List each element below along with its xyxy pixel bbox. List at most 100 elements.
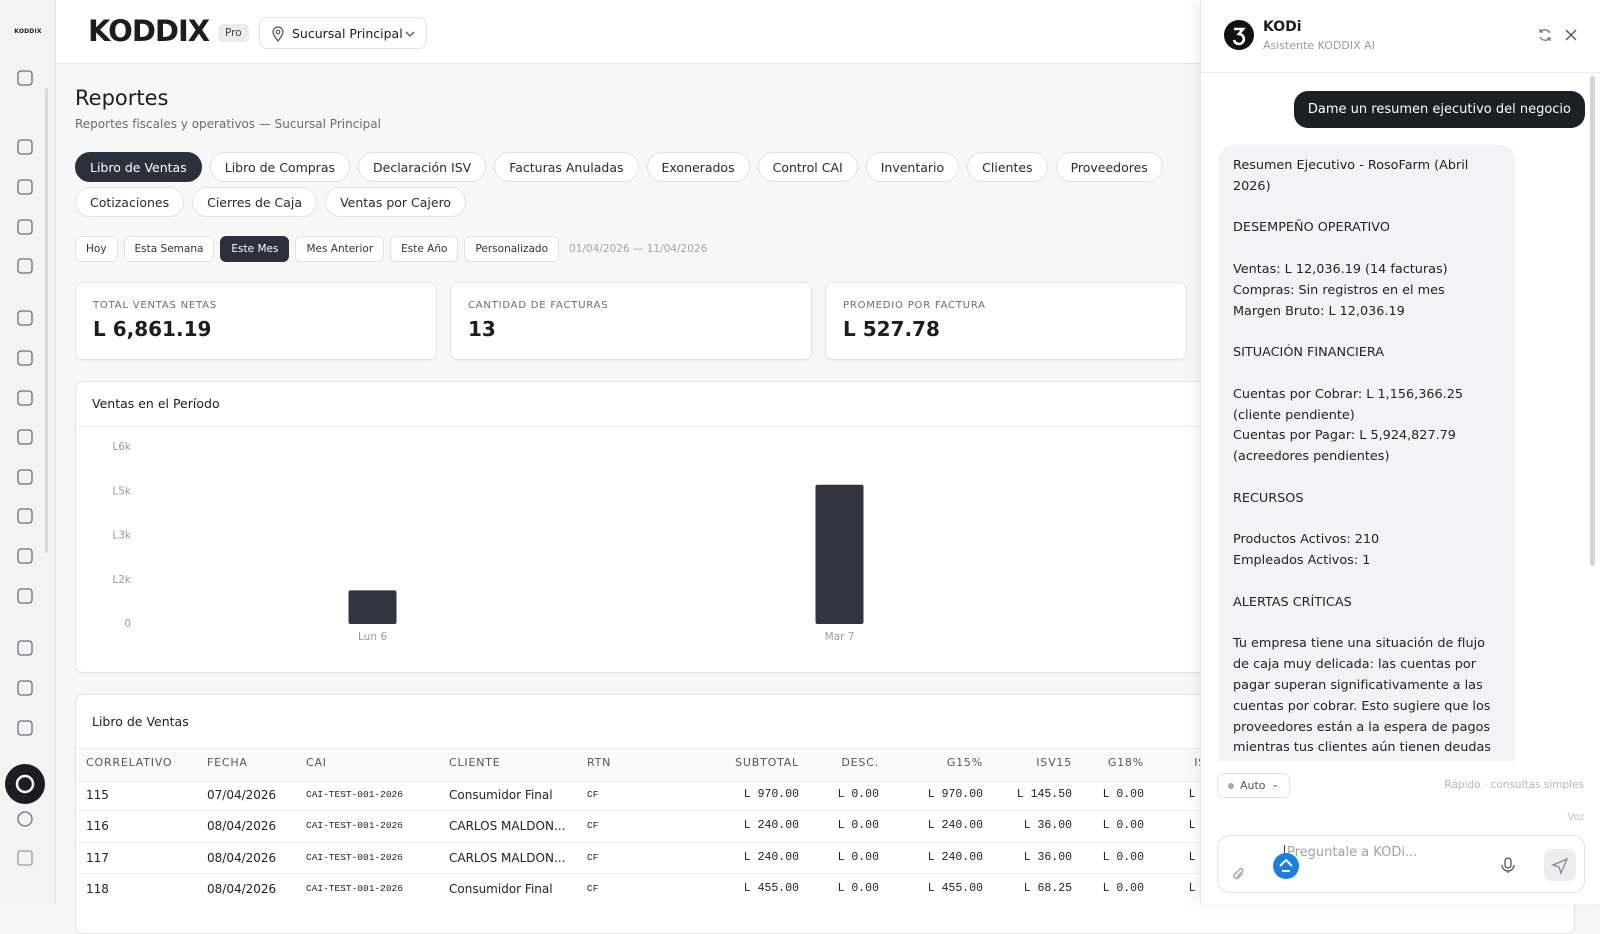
input-placeholder: Preguntale a KODi... [1284, 845, 1417, 860]
table-cell: CARLOS MALDON... [449, 819, 566, 834]
nav-icon[interactable] [17, 219, 33, 235]
kpi-value: 13 [468, 317, 496, 341]
messages: Dame un resumen ejecutivo del negocio Re… [1201, 73, 1593, 761]
report-tab[interactable]: Clientes [967, 152, 1048, 182]
close-button[interactable] [1563, 27, 1579, 43]
nav-icon[interactable] [17, 429, 33, 445]
period-chip[interactable]: Este Mes [220, 236, 290, 262]
report-tab[interactable]: Proveedores [1055, 152, 1163, 182]
chevron: ⌄ [1271, 780, 1280, 790]
pin-icon [272, 26, 284, 42]
column-header: RTN [587, 756, 612, 769]
assistant-message: Resumen Ejecutivo - RosoFarm (Abril 2026… [1219, 145, 1515, 761]
period-chip[interactable]: Esta Semana [123, 236, 215, 262]
table-cell: L 0.00 [837, 819, 879, 833]
table-cell: L 240.00 [743, 819, 799, 833]
y-tick-label: L2k [112, 574, 132, 586]
reply-paragraph: DESEMPEÑO OPERATIVO [1233, 218, 1501, 239]
y-tick-label: 0 [124, 618, 131, 630]
report-tab[interactable]: Facturas Anuladas [494, 152, 639, 182]
table-cell: 117 [86, 850, 109, 865]
report-tab[interactable]: Control CAI [757, 152, 858, 182]
nav-assistant-icon [15, 774, 35, 794]
table-cell: 07/04/2026 [207, 788, 277, 802]
reply-paragraph: RECURSOS [1233, 489, 1501, 510]
period-chip[interactable]: Mes Anterior [295, 236, 385, 262]
mode-hint: Rápido · consultas simples [1444, 779, 1584, 791]
brand: KODDIX [88, 14, 210, 48]
date-range: 01/04/2026 — 11/04/2026 [569, 243, 708, 255]
kpi-value: L 527.78 [843, 317, 940, 341]
column-header: ISV15 [1036, 756, 1072, 769]
table-cell: L 36.00 [1023, 819, 1072, 833]
camera-button[interactable] [1270, 850, 1302, 882]
branch-select[interactable]: Sucursal Principal [259, 17, 427, 49]
table-cell: L 0.00 [837, 850, 879, 864]
column-header: CAI [306, 756, 327, 769]
reply-line: SITUACIÓN FINANCIERA [1233, 345, 1384, 361]
nav-icon[interactable] [17, 139, 33, 155]
column-header: CORRELATIVO [86, 756, 173, 769]
reply-line: DESEMPEÑO OPERATIVO [1233, 220, 1390, 236]
table-cell: 08/04/2026 [207, 819, 277, 834]
report-tab[interactable]: Libro de Ventas [75, 152, 202, 182]
y-tick-label: L5k [112, 485, 132, 497]
nav-icon[interactable] [17, 258, 33, 274]
table-cell: L 240.00 [927, 819, 983, 833]
report-tab[interactable]: Cotizaciones [75, 187, 185, 217]
column-header: DESC. [841, 756, 879, 769]
nav-icon[interactable] [17, 588, 33, 604]
nav-icon[interactable] [17, 390, 33, 406]
report-tab[interactable]: Ventas por Cajero [325, 187, 467, 217]
period-chip[interactable]: Hoy [75, 236, 118, 262]
y-tick-label: L6k [112, 441, 132, 453]
period-chip[interactable]: Este Año [390, 236, 459, 262]
reply-paragraph: ALERTAS CRÍTICAS [1233, 593, 1501, 614]
kpi-card: PROMEDIO POR FACTURA L 527.78 [825, 282, 1187, 360]
refresh-button[interactable] [1537, 27, 1553, 43]
nav-assistant[interactable] [5, 764, 45, 804]
nav-icon[interactable] [17, 680, 33, 696]
reply-line: Ventas: L 12,036.19 (14 facturas) [1233, 261, 1448, 277]
send-button[interactable] [1544, 849, 1576, 881]
column-header: FECHA [207, 756, 248, 769]
nav-icon[interactable] [17, 640, 33, 656]
report-tab[interactable]: Inventario [865, 152, 960, 182]
voice-toggle[interactable]: Voz [1567, 812, 1584, 823]
kpi-label: TOTAL VENTAS NETAS [93, 300, 217, 311]
report-tabs: Libro de Ventas Libro de Compras Declaraci… [75, 152, 1195, 217]
report-tab[interactable]: Libro de Compras [209, 152, 350, 182]
bar [348, 590, 397, 624]
table-cell: CAI-TEST-001-2026 [306, 882, 403, 894]
table-cell: L 0.00 [1102, 850, 1144, 864]
report-tab[interactable]: Cierres de Caja [192, 187, 318, 217]
mode-select[interactable]: Auto ⌄ [1217, 773, 1291, 798]
report-tab[interactable]: Exonerados [646, 152, 750, 182]
attach-button[interactable] [1232, 866, 1246, 882]
nav-icon[interactable] [17, 850, 33, 866]
nav-icon[interactable] [17, 720, 33, 736]
nav-icon[interactable] [17, 548, 33, 564]
nav-icon[interactable] [17, 508, 33, 524]
table-cell: CF [587, 882, 599, 894]
sidebar-logo: KODDIX [14, 28, 42, 35]
nav-icon[interactable] [17, 350, 33, 366]
reply-line: Productos Activos: 210 [1233, 532, 1380, 548]
table-cell: 08/04/2026 [207, 850, 277, 865]
row-divider [76, 810, 1574, 812]
nav-icon[interactable] [17, 310, 33, 326]
assistant-avatar [1224, 20, 1254, 50]
mode-label: Auto [1240, 779, 1266, 792]
nav-icon[interactable] [17, 811, 33, 827]
nav-icon[interactable] [17, 469, 33, 485]
app: KODDIX KODDIX Pro Sucursal Principal Rep… [5, 0, 1600, 934]
status-dot [1228, 782, 1234, 789]
nav-icon[interactable] [17, 70, 33, 86]
chat-input[interactable]: Preguntale a KODi... [1217, 835, 1585, 893]
report-tab[interactable]: Declaración ISV [358, 152, 487, 182]
table-cell: CF [587, 820, 599, 832]
reply-line: Tu empresa tiene una situación de flujo … [1233, 636, 1491, 756]
period-chip[interactable]: Personalizado [464, 236, 560, 262]
nav-icon[interactable] [17, 179, 33, 195]
mic-button[interactable] [1500, 856, 1516, 874]
